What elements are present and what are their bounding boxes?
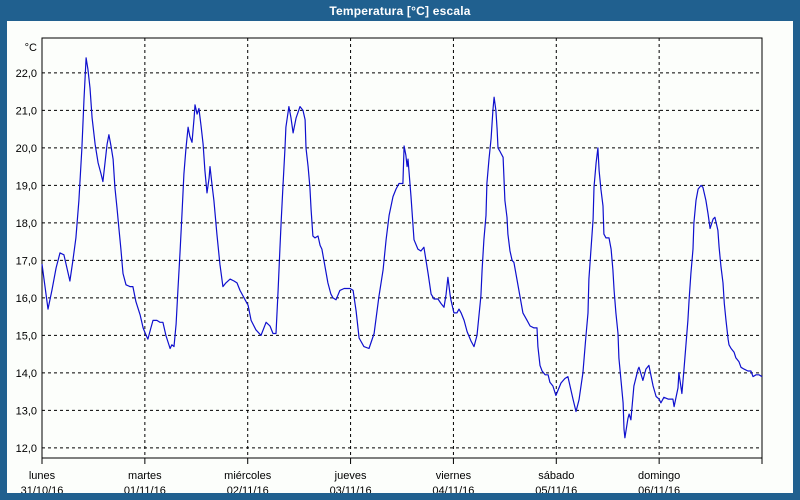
window-title: Temperatura [°C] escala [329, 3, 471, 18]
y-tick-label: 12,0 [16, 443, 37, 455]
y-tick-label: 20,0 [16, 143, 37, 155]
y-tick-label: 19,0 [16, 180, 37, 192]
y-tick-label: 16,0 [16, 293, 37, 305]
day-name-label: jueves [334, 470, 367, 482]
y-tick-label: 15,0 [16, 330, 37, 342]
day-date-label: 04/11/16 [432, 485, 474, 493]
y-tick-label: 13,0 [16, 405, 37, 417]
day-name-label: sábado [538, 470, 574, 482]
temperature-chart: 22,0 21,0 20,0 19,0 18,0 17,0 16,0 15,0 14,0 13,0… [16, 37, 763, 497]
y-tick-label: 21,0 [16, 105, 37, 117]
day-date-label: 03/11/16 [330, 485, 372, 493]
y-tick-label: 22,0 [16, 68, 37, 80]
y-tick-label: 18,0 [16, 218, 37, 230]
day-name-label: viernes [436, 470, 472, 482]
y-tick-label: 14,0 [16, 368, 37, 380]
day-name-label: martes [128, 470, 162, 482]
day-name-label: lunes [29, 470, 56, 482]
day-date-label: 02/11/16 [227, 485, 269, 493]
title-bar: Temperatura [°C] escala [0, 0, 800, 21]
day-date-label: 06/11/16 [638, 485, 680, 493]
day-date-label: 31/10/16 [21, 485, 64, 493]
y-axis-unit-label: °C [25, 42, 37, 54]
day-date-label: 05/11/16 [535, 485, 577, 493]
y-tick-label: 17,0 [16, 255, 37, 267]
day-name-label: domingo [638, 470, 680, 482]
day-name-label: miércoles [224, 470, 272, 482]
plot-border [41, 37, 763, 459]
chart-area: 22,0 21,0 20,0 19,0 18,0 17,0 16,0 15,0 14,0 13,0… [7, 21, 793, 497]
day-date-label: 01/11/16 [124, 485, 166, 493]
temperature-series-line [41, 57, 763, 439]
